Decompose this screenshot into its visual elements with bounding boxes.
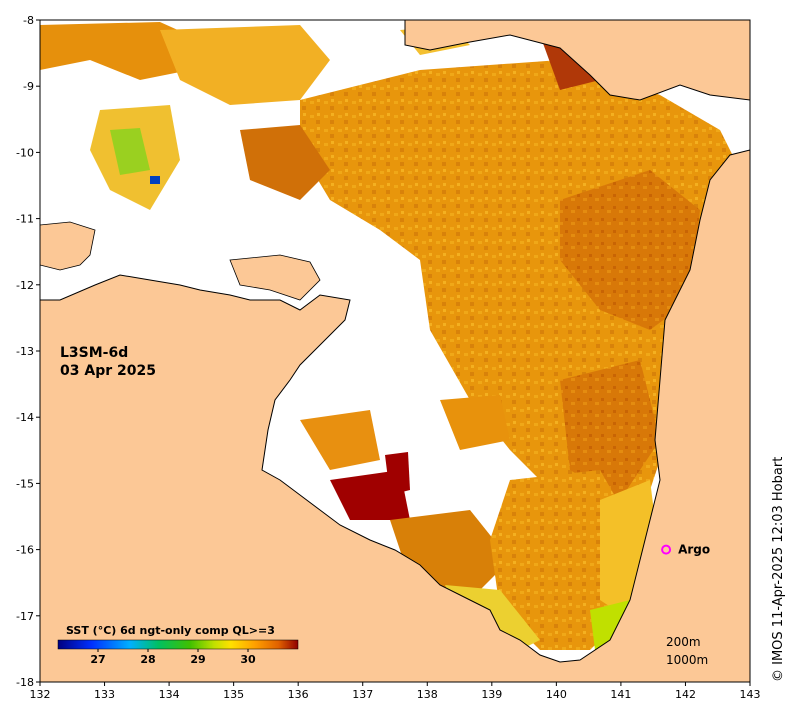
- lon-tick-label: 135: [223, 688, 244, 701]
- lat-tick-label: -11: [16, 213, 34, 226]
- lon-tick-label: 141: [610, 688, 631, 701]
- lat-tick-label: -18: [16, 676, 34, 689]
- lat-tick-label: -9: [23, 80, 34, 93]
- lon-tick-label: 142: [675, 688, 696, 701]
- land-layer: [40, 20, 750, 682]
- copyright-label: © IMOS 11-Apr-2025 12:03 Hobart: [771, 457, 786, 682]
- lat-tick-label: -12: [16, 279, 34, 292]
- colorbar-tick-label: 30: [240, 653, 256, 666]
- sst-data-layer: [40, 22, 745, 660]
- lon-tick-label: 136: [288, 688, 309, 701]
- colorbar-title: SST (°C) 6d ngt-only comp QL>=3: [66, 624, 275, 637]
- lon-tick-label: 138: [417, 688, 438, 701]
- contour-1000m-label: 1000m: [666, 653, 708, 667]
- contour-200m-label: 200m: [666, 635, 701, 649]
- colorbar-tick-label: 28: [140, 653, 155, 666]
- lat-tick-label: -15: [16, 477, 34, 490]
- lat-tick-label: -16: [16, 544, 34, 557]
- lat-tick-label: -8: [23, 14, 34, 27]
- lon-tick-label: 139: [481, 688, 502, 701]
- lon-tick-label: 133: [94, 688, 115, 701]
- lat-tick-label: -10: [16, 146, 34, 159]
- colorbar-tick-label: 27: [90, 653, 105, 666]
- date-label: 03 Apr 2025: [60, 363, 156, 379]
- lon-tick-label: 140: [546, 688, 567, 701]
- lat-tick-label: -17: [16, 610, 34, 623]
- colorbar: [57, 639, 299, 650]
- colorbar-ticks: 27 28 29 30: [90, 649, 256, 666]
- colorbar-tick-label: 29: [190, 653, 205, 666]
- product-label: L3SM-6d: [60, 345, 128, 361]
- lon-tick-label: 137: [352, 688, 373, 701]
- lon-tick-label: 143: [740, 688, 761, 701]
- lat-tick-label: -14: [16, 411, 34, 424]
- lon-tick-label: 134: [159, 688, 180, 701]
- argo-label: Argo: [678, 543, 710, 557]
- lon-axis: 132 133 134 135 136 137 138 139 140 141 142 143: [30, 682, 761, 701]
- lon-tick-label: 132: [30, 688, 51, 701]
- lat-tick-label: -13: [16, 345, 34, 358]
- lat-axis: -8 -9 -10 -11 -12 -13 -14 -15 -16 -17 -18: [16, 14, 40, 689]
- argo-marker-icon: [661, 544, 672, 555]
